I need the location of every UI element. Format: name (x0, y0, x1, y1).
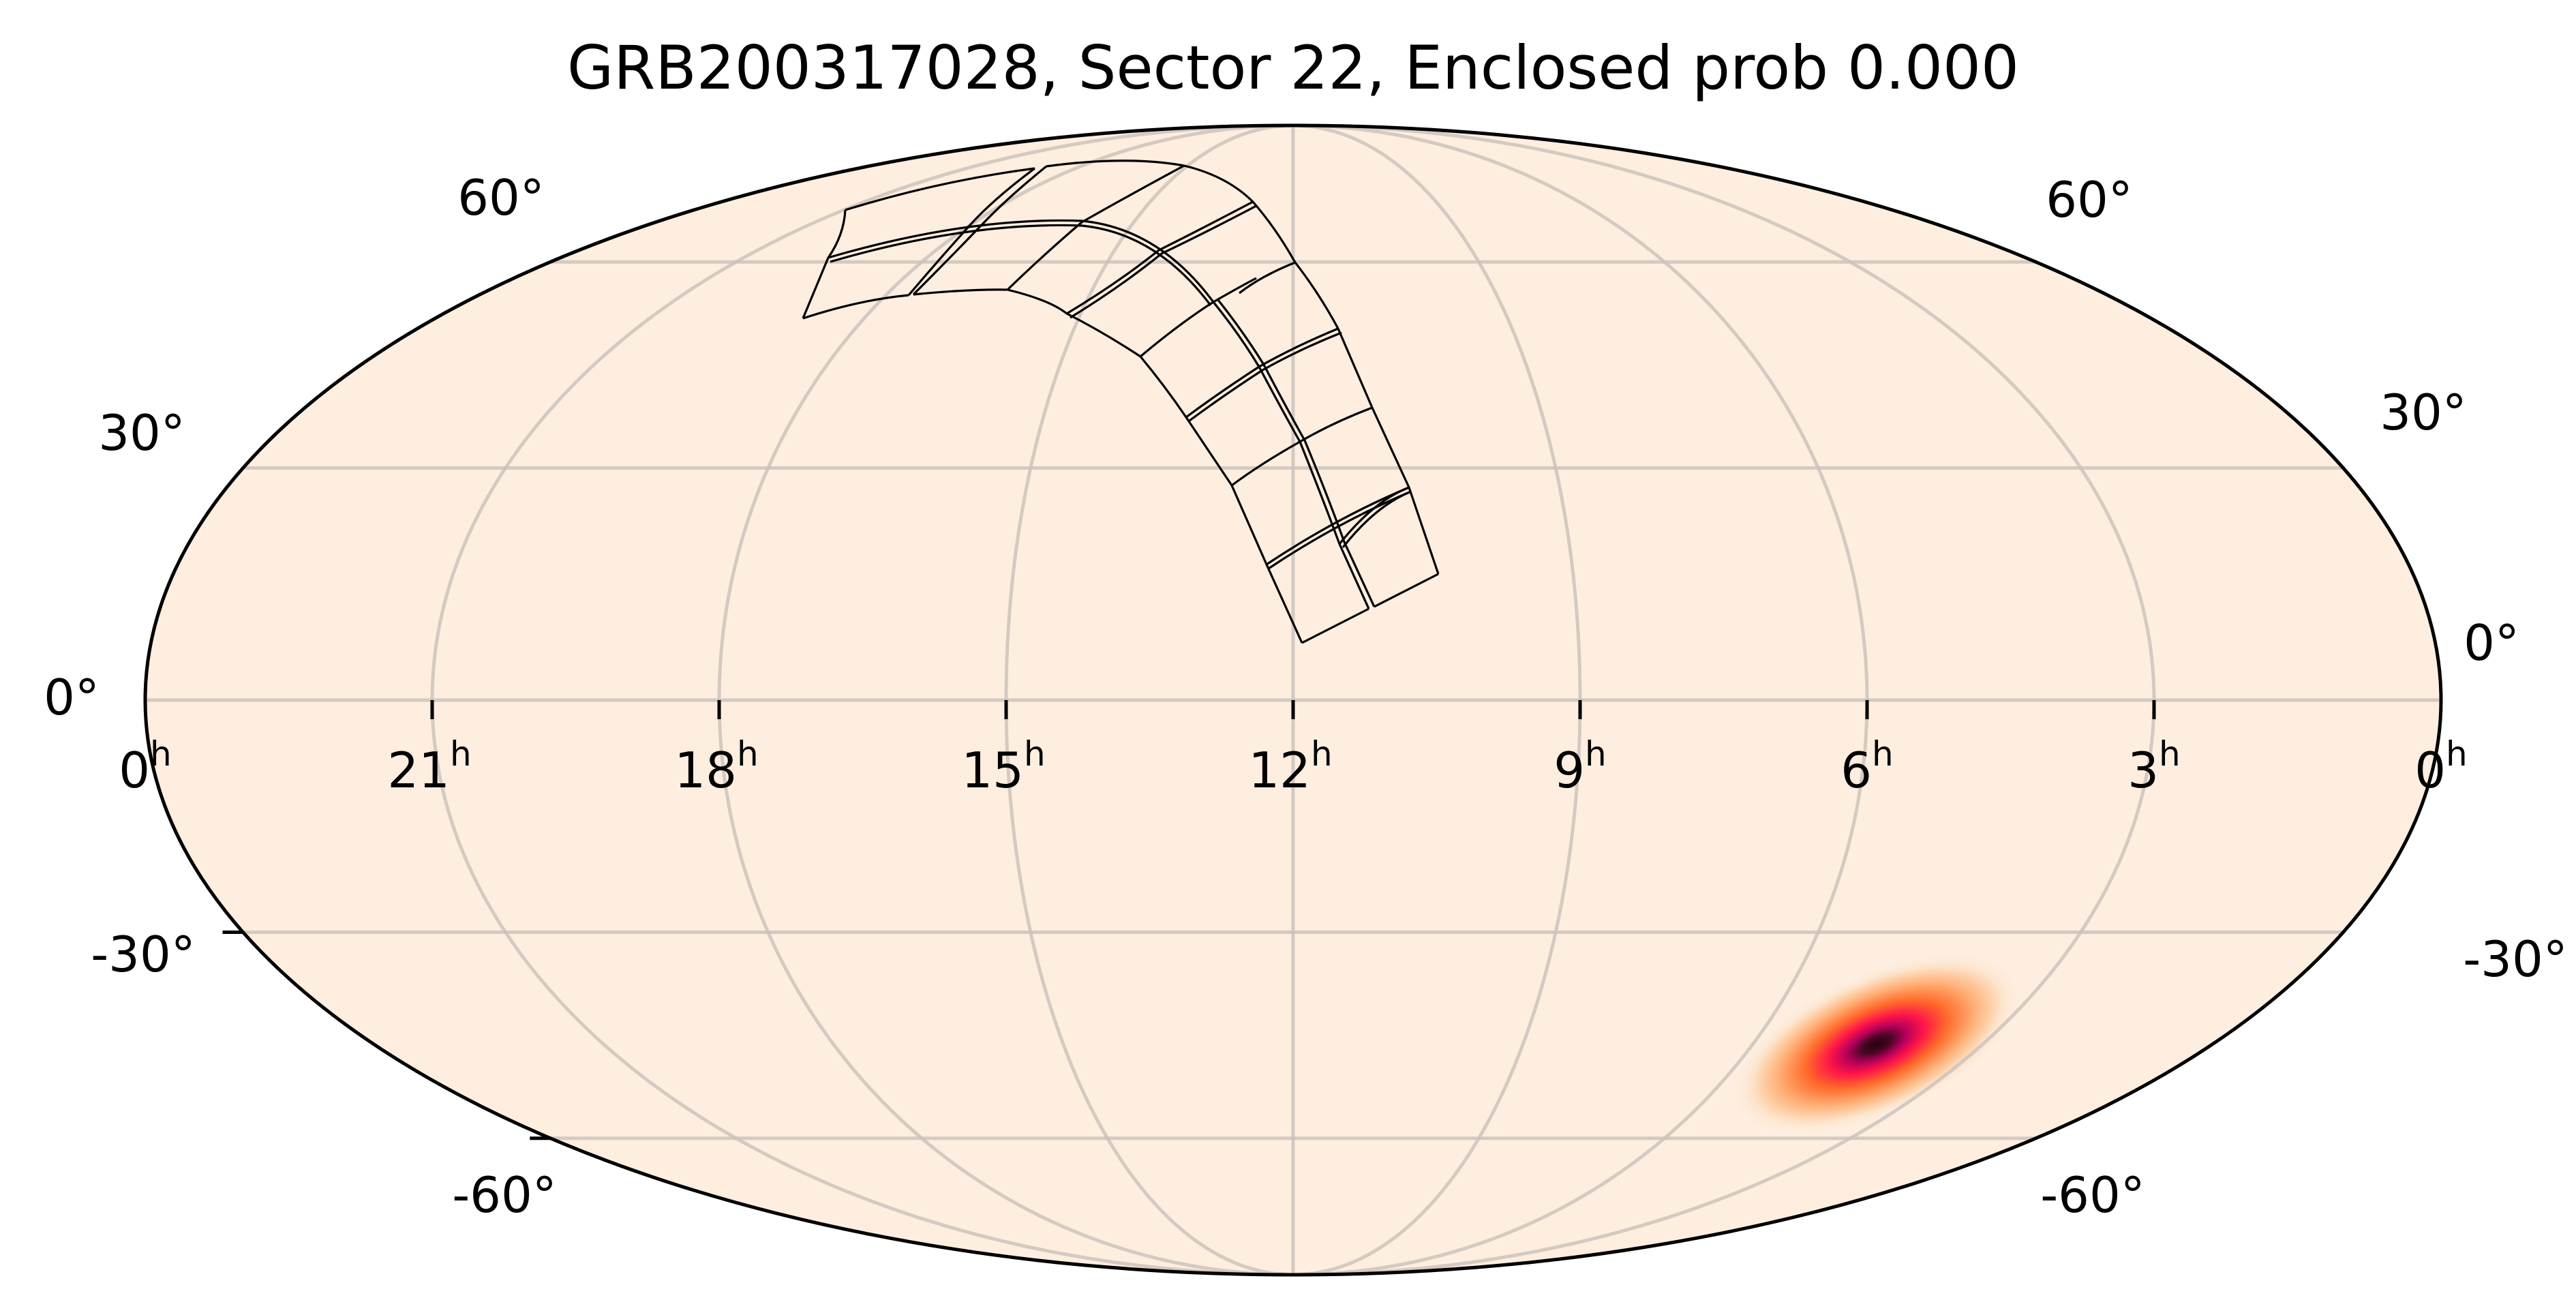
y-tick-label-right: -30° (2463, 931, 2568, 988)
x-tick-label: 9h (1554, 734, 1607, 799)
y-tick-labels: 60° 30° 0° -30° -60° 60° 30° 0° -30° -60° (44, 169, 2568, 1224)
ccd-edge (1189, 331, 1342, 422)
x-tick-label: 18h (674, 734, 758, 799)
ccd-edge (1139, 301, 1214, 358)
ccd-edge (1046, 160, 1297, 263)
ccd-edge (802, 257, 830, 319)
y-tick-label-right: -60° (2040, 1166, 2145, 1224)
ccd-edge (1185, 327, 1339, 419)
x-tick-label: 12h (1248, 734, 1332, 799)
ccd-edge (828, 219, 1215, 303)
ccd-edge (802, 294, 909, 320)
y-tick-label-right: 30° (2380, 384, 2467, 441)
ccd-edge (827, 209, 847, 258)
y-tick-label-left: 60° (457, 169, 545, 226)
ccd-edge (1301, 607, 1369, 644)
x-tick-label: 6h (1840, 734, 1894, 799)
ccd-edge (1066, 312, 1141, 358)
y-tick-label-right: 60° (2046, 171, 2133, 228)
x-tick-label: 15h (961, 734, 1045, 799)
ccd-edge (1213, 277, 1257, 303)
y-tick-label-right: 0° (2464, 614, 2519, 671)
ccd-edge (1266, 486, 1410, 566)
ccd-edge (913, 288, 1067, 315)
ccd-edge (1081, 164, 1185, 224)
ccd-edge (1066, 200, 1254, 315)
ccd-edge (1139, 355, 1303, 644)
x-tick-label: 21h (387, 734, 471, 799)
ccd-edge (1239, 261, 1296, 294)
map-outline (143, 123, 2443, 1277)
ccd-edge (830, 224, 1212, 306)
ccd-edge (1006, 221, 1083, 291)
y-tick-label-left: 0° (44, 669, 100, 726)
chart-title: GRB200317028, Sector 22, Enclosed prob 0… (567, 33, 2019, 103)
x-tick-label: 3h (2127, 734, 2181, 799)
ccd-edge (1374, 573, 1439, 608)
ccd-edge (1231, 406, 1373, 487)
ccd-edge (912, 165, 1048, 296)
y-tick-label-left: -60° (452, 1166, 557, 1224)
probability-blob (1730, 953, 2023, 1136)
y-tick-marks (222, 931, 551, 1140)
tess-footprint (802, 160, 1440, 644)
ccd-edge (907, 167, 1035, 297)
ccd-edge (1070, 205, 1257, 319)
ccd-edge (845, 167, 1035, 211)
x-tick-marks (430, 700, 2156, 719)
y-tick-label-left: 30° (98, 404, 185, 462)
x-tick-label: 0h (119, 734, 172, 799)
ccd-edge (1268, 490, 1412, 570)
ccd-edge (1212, 301, 1370, 609)
ccd-edge (1217, 299, 1376, 607)
ccd-edge (1294, 262, 1440, 575)
y-tick-label-left: -30° (91, 926, 196, 983)
x-tick-label: 0h (2414, 734, 2468, 799)
x-tick-labels: 0h 21h 18h 15h 12h 9h 6h 3h 0h (119, 734, 2468, 799)
